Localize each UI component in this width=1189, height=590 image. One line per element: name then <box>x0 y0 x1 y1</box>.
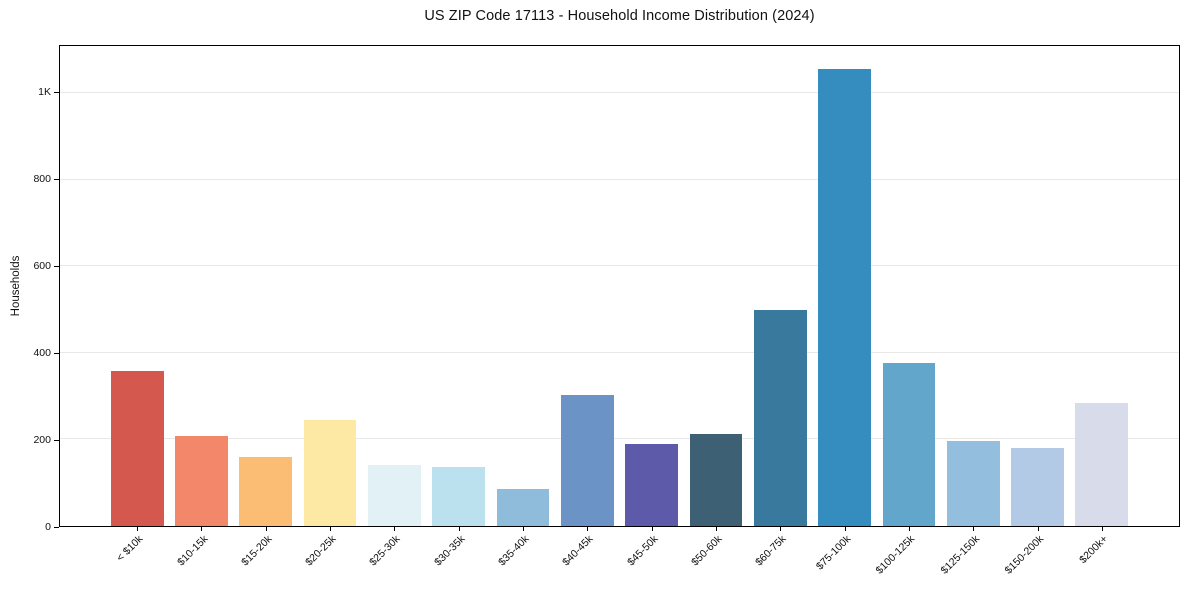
gridline-800 <box>60 178 1179 180</box>
x-tick-mark <box>587 526 589 531</box>
bar-$150-200k <box>1011 447 1064 526</box>
bar-$100-125k <box>882 362 936 526</box>
x-tick-mark <box>265 526 267 531</box>
y-tick-mark <box>54 266 59 268</box>
x-tick-label: $125-150k <box>938 533 982 577</box>
x-tick-label: $100-125k <box>873 533 918 577</box>
bar-$20-25k <box>303 419 357 526</box>
y-tick-mark <box>54 353 59 355</box>
category-slot: $125-150k <box>938 46 1005 577</box>
bar-$125-150k <box>946 441 1000 526</box>
category-slot: $35-40k <box>491 46 555 568</box>
category-slot: $40-45k <box>555 46 619 568</box>
x-tick-mark <box>908 526 910 531</box>
x-tick-label: $45-50k <box>624 533 661 569</box>
x-tick-mark <box>1037 526 1039 531</box>
category-slot: $75-100k <box>812 46 876 572</box>
y-tick-mark <box>54 179 59 181</box>
bar-$40-45k <box>560 395 614 526</box>
bar-$35-40k <box>496 489 550 526</box>
category-slot: $30-35k <box>427 46 491 568</box>
bar-$200k+ <box>1075 403 1129 526</box>
gridline-600 <box>60 265 1179 267</box>
bar-$75-100k <box>818 68 871 526</box>
bars-container: < $10k $10-15k $15-20k $20-25k $25-30k $30-35… <box>60 46 1179 577</box>
gridline-200 <box>60 438 1179 440</box>
category-slot: $100-125k <box>874 46 941 577</box>
x-tick-mark <box>394 526 396 531</box>
x-tick-mark <box>458 526 460 531</box>
category-slot: $150-200k <box>1002 46 1069 577</box>
category-slot: $200k+ <box>1070 46 1134 566</box>
x-tick-label: $25-30k <box>367 533 403 569</box>
category-slot: $45-50k <box>620 46 684 568</box>
x-tick-label: $50-60k <box>689 533 725 569</box>
x-tick-mark <box>844 526 846 531</box>
x-tick-label: $30-35k <box>431 533 468 569</box>
category-slot: $25-30k <box>362 46 426 568</box>
x-tick-mark <box>1101 526 1103 531</box>
y-tick-label: 200 <box>33 434 51 447</box>
x-tick-label: $20-25k <box>303 533 339 569</box>
bar-$25-30k <box>368 464 421 526</box>
y-tick-mark <box>54 92 59 94</box>
x-tick-mark <box>137 526 139 531</box>
x-tick-label: $15-20k <box>238 533 275 569</box>
x-tick-label: $75-100k <box>813 533 854 573</box>
bar-$15-20k <box>239 456 293 526</box>
gridline-1K <box>60 92 1179 94</box>
x-tick-label: $10-15k <box>174 533 210 569</box>
x-tick-label: $200k+ <box>1077 533 1111 567</box>
y-tick-label: 800 <box>33 173 51 186</box>
x-tick-label: $60-75k <box>753 533 789 569</box>
x-tick-mark <box>330 526 332 531</box>
x-tick-label: $35-40k <box>496 533 532 569</box>
category-slot: < $10k <box>105 46 169 564</box>
x-tick-label: $150-200k <box>1002 533 1047 577</box>
chart-title: US ZIP Code 17113 - Household Income Dis… <box>424 8 815 24</box>
y-tick-label: 600 <box>33 260 51 273</box>
bar-$30-35k <box>432 466 486 526</box>
y-tick-label: 400 <box>33 347 51 360</box>
bar-< $10k <box>110 371 164 526</box>
bar-$10-15k <box>175 435 228 526</box>
y-tick-label: 1K <box>38 86 51 99</box>
y-tick-mark <box>54 527 59 528</box>
bar-$50-60k <box>689 434 743 526</box>
x-tick-mark <box>201 526 203 531</box>
y-tick-label: 0 <box>45 521 51 533</box>
x-tick-mark <box>780 526 782 531</box>
plot-area: < $10k $10-15k $15-20k $20-25k $25-30k $30-35… <box>59 45 1180 577</box>
bar-$45-50k <box>625 443 679 526</box>
category-slot: $50-60k <box>684 46 748 568</box>
category-slot: $10-15k <box>169 46 233 568</box>
category-slot: $20-25k <box>298 46 362 568</box>
x-tick-mark <box>651 526 653 531</box>
x-tick-mark <box>523 526 525 531</box>
x-tick-mark <box>715 526 717 531</box>
x-tick-label: < $10k <box>114 533 146 564</box>
x-tick-label: $40-45k <box>560 533 596 569</box>
category-slot: $60-75k <box>748 46 812 568</box>
y-tick-mark <box>54 440 59 442</box>
category-slot: $15-20k <box>234 46 298 568</box>
bar-$60-75k <box>753 309 807 526</box>
x-tick-mark <box>973 526 975 531</box>
gridline-400 <box>60 351 1179 353</box>
